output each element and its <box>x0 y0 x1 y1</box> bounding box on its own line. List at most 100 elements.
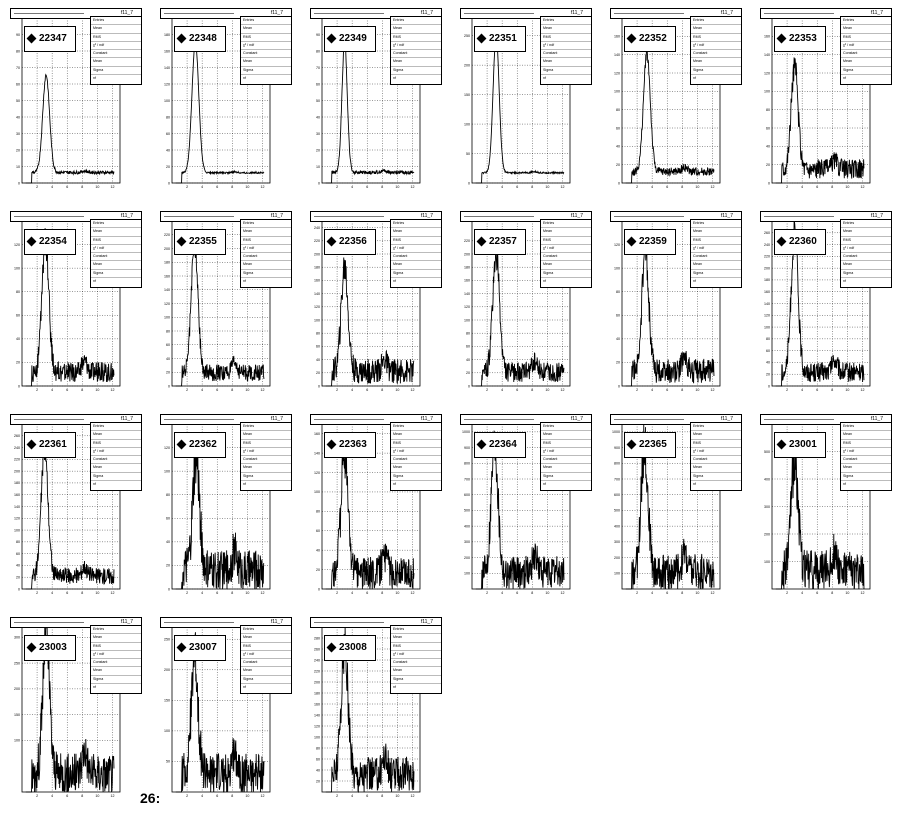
stats-label: Sigma <box>843 67 854 72</box>
stats-label: χ² / ndf <box>393 651 405 656</box>
y-tick-label: 40 <box>166 540 170 544</box>
stats-row: χ² / ndf <box>91 448 141 457</box>
stats-row: Entries <box>691 220 741 229</box>
histogram-name: f11_7 <box>120 213 133 219</box>
stats-row: Mean <box>541 58 591 67</box>
run-label-box: 22348 <box>174 26 226 52</box>
y-tick-label: 160 <box>314 279 320 283</box>
stats-row: nf <box>691 278 741 285</box>
histogram-series-line <box>625 234 715 387</box>
histogram-panel: 0 20 40 60 80 100 120 140 160 180 200 220 240 260 2 4 6 8… <box>10 414 142 595</box>
histogram-name: f11_7 <box>720 416 733 422</box>
y-tick-label: 0 <box>168 384 170 388</box>
run-number: 22364 <box>489 439 517 450</box>
stats-label: RMS <box>243 643 251 648</box>
stats-box: Entries Mean RMS χ² / ndf Constant Mean Sigma n… <box>840 16 892 85</box>
x-tick-label: 4 <box>351 388 353 392</box>
stats-label: χ² / ndf <box>543 42 555 47</box>
stats-row: Entries <box>241 626 291 635</box>
y-tick-label: 160 <box>164 49 170 53</box>
run-label-box: 22349 <box>324 26 376 52</box>
stats-row: χ² / ndf <box>841 245 891 254</box>
y-tick-label: 60 <box>766 126 770 130</box>
stats-box: Entries Mean RMS χ² / ndf Constant Mean Sigma n… <box>540 16 592 85</box>
stats-label: Entries <box>93 627 105 631</box>
x-tick-label: 10 <box>545 591 549 595</box>
stats-row: Constant <box>241 50 291 59</box>
histogram-series-line <box>325 257 415 387</box>
x-tick-label: 6 <box>366 591 368 595</box>
y-tick-label: 900 <box>464 446 470 450</box>
stats-row: Constant <box>691 253 741 262</box>
stats-row: Mean <box>391 25 441 34</box>
stats-row: Mean <box>241 261 291 270</box>
stats-label: RMS <box>393 440 401 445</box>
y-tick-label: 50 <box>466 152 470 156</box>
title-bar <box>314 419 384 420</box>
stats-row: Entries <box>841 423 891 432</box>
stats-row: Sigma <box>391 676 441 685</box>
stats-row: χ² / ndf <box>691 42 741 51</box>
stats-label: Constant <box>243 254 258 259</box>
title-bar <box>464 13 534 14</box>
y-tick-label: 20 <box>316 148 320 152</box>
run-number: 22351 <box>489 33 517 44</box>
histogram-name: f11_7 <box>870 416 883 422</box>
stats-row: χ² / ndf <box>541 448 591 457</box>
y-tick-label: 40 <box>766 145 770 149</box>
x-tick-label: 12 <box>260 794 264 798</box>
x-tick-label: 10 <box>95 185 99 189</box>
stats-label: Constant <box>843 51 858 56</box>
stats-row: Mean <box>91 464 141 473</box>
y-tick-label: 40 <box>616 145 620 149</box>
stats-row: Mean <box>691 228 741 237</box>
stats-row: Sigma <box>241 270 291 279</box>
diamond-marker-icon <box>476 236 487 247</box>
y-tick-label: 80 <box>616 108 620 112</box>
stats-label: Entries <box>693 18 705 22</box>
histogram-title-box: f11_7 <box>310 414 442 425</box>
title-bar <box>314 622 384 623</box>
title-bar <box>764 13 834 14</box>
histogram-title-box: f11_7 <box>460 8 592 19</box>
stats-row: Entries <box>541 17 591 26</box>
stats-label: Sigma <box>393 473 404 478</box>
stats-row: Entries <box>91 423 141 432</box>
y-tick-label: 80 <box>16 290 20 294</box>
stats-row: χ² / ndf <box>691 448 741 457</box>
stats-label: Constant <box>393 51 408 56</box>
y-tick-label: 140 <box>14 505 20 509</box>
x-tick-label: 12 <box>710 388 714 392</box>
histogram-name: f11_7 <box>570 10 583 16</box>
title-bar <box>614 13 684 14</box>
stats-label: nf <box>393 685 396 690</box>
stats-label: Mean <box>93 59 102 64</box>
run-label-box: 22356 <box>324 229 376 255</box>
histogram-title-box: f11_7 <box>460 211 592 222</box>
stats-box: Entries Mean RMS χ² / ndf Constant Mean Sigma n… <box>840 219 892 288</box>
x-tick-label: 10 <box>395 591 399 595</box>
stats-row: Mean <box>241 228 291 237</box>
histogram-name: f11_7 <box>120 416 133 422</box>
stats-label: Entries <box>843 221 855 225</box>
y-tick-label: 120 <box>614 243 620 247</box>
diamond-marker-icon <box>176 236 187 247</box>
x-tick-label: 6 <box>66 388 68 392</box>
y-tick-label: 40 <box>16 564 20 568</box>
y-tick-label: 40 <box>166 148 170 152</box>
stats-label: RMS <box>843 440 851 445</box>
stats-row: nf <box>691 481 741 488</box>
run-label-box: 22363 <box>324 432 376 458</box>
stats-label: Mean <box>693 59 702 64</box>
histogram-title-box: f11_7 <box>460 414 592 425</box>
stats-box: Entries Mean RMS χ² / ndf Constant Mean Sigma n… <box>90 16 142 85</box>
y-tick-label: 60 <box>16 552 20 556</box>
histogram-name: f11_7 <box>420 213 433 219</box>
stats-label: Mean <box>93 465 102 470</box>
y-tick-label: 50 <box>16 99 20 103</box>
y-tick-label: 60 <box>166 343 170 347</box>
stats-row: Constant <box>691 50 741 59</box>
y-tick-label: 100 <box>764 560 770 564</box>
y-tick-label: 160 <box>614 35 620 39</box>
x-tick-label: 4 <box>501 185 503 189</box>
